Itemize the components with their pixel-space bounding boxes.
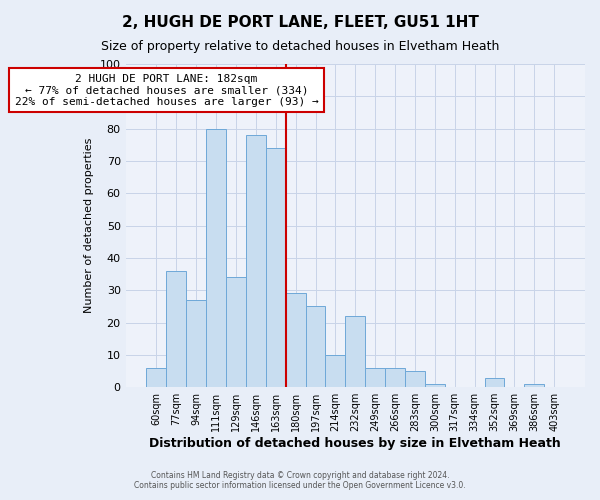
Bar: [286, 294, 305, 387]
Text: Size of property relative to detached houses in Elvetham Heath: Size of property relative to detached ho…: [101, 40, 499, 53]
Bar: [146, 368, 166, 387]
Bar: [365, 368, 385, 387]
Bar: [325, 355, 346, 387]
Bar: [266, 148, 286, 387]
X-axis label: Distribution of detached houses by size in Elvetham Heath: Distribution of detached houses by size …: [149, 437, 561, 450]
Bar: [166, 271, 186, 387]
Bar: [226, 278, 246, 387]
Bar: [246, 135, 266, 387]
Text: 2, HUGH DE PORT LANE, FLEET, GU51 1HT: 2, HUGH DE PORT LANE, FLEET, GU51 1HT: [122, 15, 478, 30]
Bar: [346, 316, 365, 387]
Bar: [385, 368, 405, 387]
Text: Contains HM Land Registry data © Crown copyright and database right 2024.
Contai: Contains HM Land Registry data © Crown c…: [134, 470, 466, 490]
Y-axis label: Number of detached properties: Number of detached properties: [84, 138, 94, 314]
Bar: [485, 378, 505, 387]
Bar: [405, 371, 425, 387]
Text: 2 HUGH DE PORT LANE: 182sqm
← 77% of detached houses are smaller (334)
22% of se: 2 HUGH DE PORT LANE: 182sqm ← 77% of det…: [14, 74, 318, 107]
Bar: [425, 384, 445, 387]
Bar: [186, 300, 206, 387]
Bar: [206, 128, 226, 387]
Bar: [524, 384, 544, 387]
Bar: [305, 306, 325, 387]
